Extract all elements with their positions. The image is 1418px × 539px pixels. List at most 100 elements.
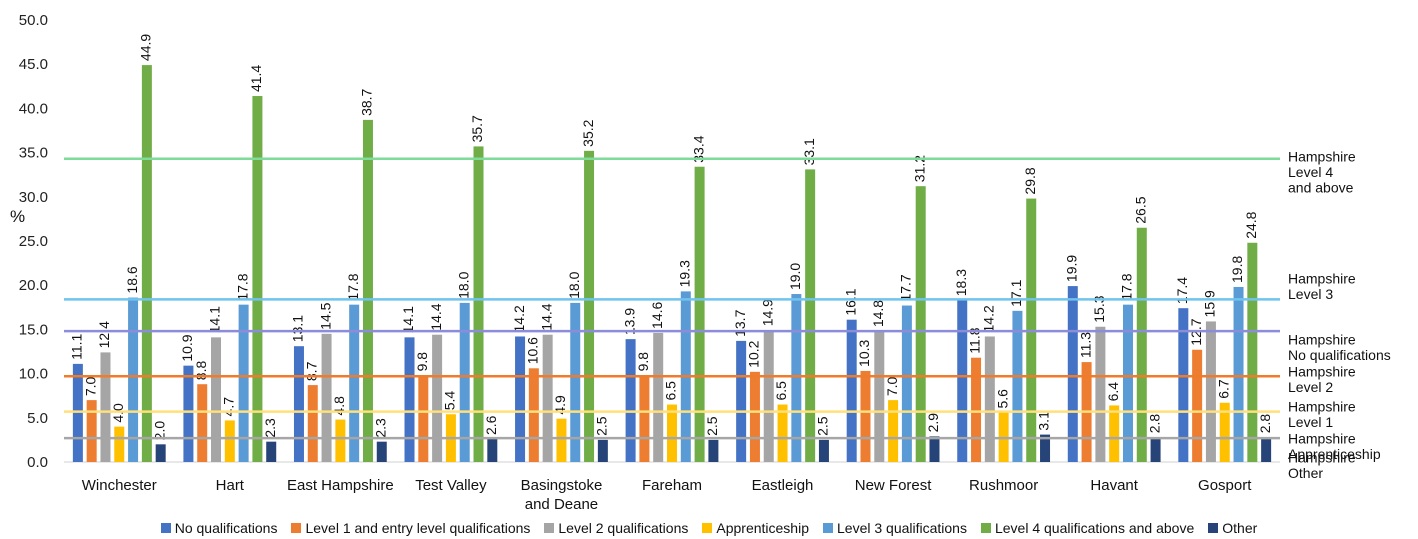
chart: 0.0 5.0 10.0 15.0 20.0 25.0 30.0 35.0 40.0 45.0 50… <box>10 12 1391 513</box>
category-label: Winchester <box>82 477 157 494</box>
bar <box>1040 434 1051 462</box>
data-label: 14.2 <box>511 305 527 332</box>
legend-swatch <box>980 523 991 533</box>
bar <box>639 375 650 462</box>
reference-line-label: Hampshire <box>1288 431 1356 447</box>
category-label: Fareham <box>642 477 702 494</box>
category-label: Gosport <box>1198 477 1252 494</box>
data-label: 14.4 <box>428 303 444 330</box>
bar <box>915 186 926 462</box>
data-label: 15.3 <box>1091 295 1107 322</box>
data-label: 7.0 <box>82 376 98 396</box>
data-label: 33.1 <box>801 138 817 165</box>
bar <box>777 404 788 462</box>
reference-line-label: Hampshire <box>1288 399 1356 415</box>
legend-item: Level 1 and entry level qualifications <box>291 520 530 536</box>
bar <box>114 426 125 462</box>
data-label: 10.3 <box>856 339 872 366</box>
bar <box>487 439 498 462</box>
data-label: 11.3 <box>1077 332 1093 358</box>
category-label: Rushmoor <box>969 477 1038 494</box>
bar <box>1247 242 1258 462</box>
reference-line-label: Hampshire <box>1288 364 1356 380</box>
y-tick-label: 35.0 <box>19 145 48 162</box>
bar <box>1067 286 1078 462</box>
data-label: 17.1 <box>1008 279 1024 306</box>
legend-item: Level 4 qualifications and above <box>980 520 1194 536</box>
data-label: 14.2 <box>981 305 997 332</box>
data-label: 14.6 <box>649 301 665 328</box>
bar <box>1109 405 1120 462</box>
bar <box>694 166 705 462</box>
legend-label: Level 3 qualifications <box>837 520 967 536</box>
legend-item: Level 3 qualifications <box>823 520 967 536</box>
data-label: 17.7 <box>898 274 914 301</box>
bar <box>86 400 97 462</box>
bar <box>183 365 194 462</box>
bar <box>1192 349 1203 462</box>
reference-line-label: Level 2 <box>1288 379 1333 395</box>
data-label: 38.7 <box>359 88 375 115</box>
category-label: Hart <box>216 477 245 494</box>
bar <box>874 331 885 462</box>
bar <box>418 375 429 462</box>
data-label: 18.6 <box>124 266 140 293</box>
data-label: 17.8 <box>234 273 250 300</box>
data-label: 10.6 <box>525 337 541 364</box>
bar <box>211 337 222 462</box>
data-label: 6.5 <box>773 381 789 401</box>
bar <box>763 330 774 462</box>
data-label: 11.8 <box>967 327 983 353</box>
data-label: 2.8 <box>1257 414 1273 434</box>
bar <box>238 304 249 462</box>
category-label: and Deane <box>525 496 598 513</box>
bar <box>362 119 373 462</box>
bar <box>252 96 263 463</box>
legend-swatch <box>1208 523 1219 533</box>
legend-label: Level 2 qualifications <box>558 520 689 536</box>
data-label: 14.1 <box>207 306 223 333</box>
data-label: 17.8 <box>1119 273 1135 300</box>
data-label: 14.4 <box>538 303 554 330</box>
bar <box>1136 227 1147 462</box>
data-label: 9.8 <box>414 352 430 372</box>
y-tick-label: 45.0 <box>19 56 48 73</box>
data-label: 19.3 <box>677 260 693 287</box>
data-label: 13.1 <box>290 315 306 342</box>
bar <box>404 337 415 462</box>
data-label: 4.7 <box>221 397 237 417</box>
data-label: 18.3 <box>953 269 969 296</box>
legend: No qualifications Level 1 and entry level… <box>0 517 1418 539</box>
bar <box>321 333 332 462</box>
data-label: 10.2 <box>746 340 762 367</box>
bar <box>100 352 111 462</box>
bar <box>625 339 636 462</box>
data-label: 44.9 <box>138 34 154 61</box>
data-label: 24.8 <box>1243 211 1259 238</box>
reference-lines <box>64 157 1280 440</box>
y-tick-label: 5.0 <box>27 410 48 427</box>
bar <box>72 363 83 462</box>
bar <box>818 439 829 462</box>
bar <box>266 441 277 462</box>
bar <box>1219 402 1230 462</box>
bars: 11.1 10.9 13.1 14.1 14.2 13.9 13.7 16.1 18.3 19.9… <box>69 34 1273 463</box>
data-label: 2.5 <box>704 416 720 436</box>
data-label: 15.9 <box>1202 290 1218 317</box>
reference-line-label: Hampshire <box>1288 332 1356 348</box>
data-label: 41.4 <box>248 65 264 92</box>
y-tick-label: 20.0 <box>19 277 48 294</box>
reference-line-label: Level 3 <box>1288 286 1333 302</box>
bar <box>860 370 871 462</box>
category-label: Havant <box>1090 477 1138 494</box>
reference-line-label: Level 1 <box>1288 414 1333 430</box>
bar <box>667 404 677 462</box>
data-label: 13.9 <box>621 308 637 335</box>
data-label: 31.2 <box>911 155 927 182</box>
y-tick-label: 30.0 <box>19 189 48 206</box>
y-tick-label: 15.0 <box>19 321 48 338</box>
data-label: 18.0 <box>455 271 471 298</box>
data-label: 14.5 <box>317 302 333 329</box>
data-label: 11.1 <box>69 333 85 359</box>
